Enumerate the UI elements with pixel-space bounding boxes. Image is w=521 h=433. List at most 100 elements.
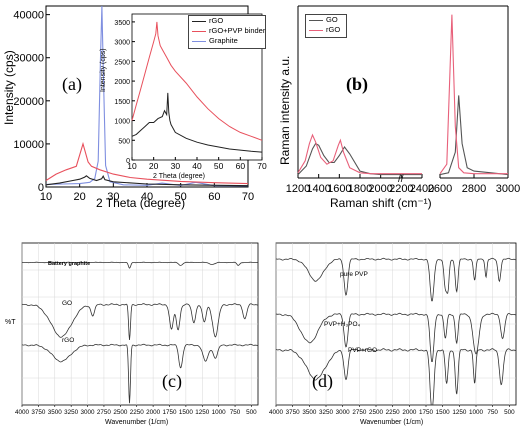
x-tick-label: 2000 xyxy=(402,409,417,416)
x-tick-label: 1000 xyxy=(469,409,484,416)
spectrum-line-battery-graphite xyxy=(21,261,258,269)
inset-y-tick-label: 2000 xyxy=(114,79,130,86)
x-tick-label: 2200 xyxy=(389,183,413,195)
x-tick-label: 30 xyxy=(107,191,119,203)
legend-item: rGO xyxy=(189,16,265,26)
inset-x-tick-label: 70 xyxy=(257,161,267,171)
inset-x-tick-label: 20 xyxy=(149,161,159,171)
x-tick-label: 3250 xyxy=(319,409,334,416)
panel-c-label: (c) xyxy=(162,371,182,391)
panel-b-label: (b) xyxy=(346,74,368,94)
x-tick-label: 3000 xyxy=(336,409,351,416)
x-tick-label: 3250 xyxy=(64,409,79,416)
annotation-pvp-h3po4: PVP+H₃PO₄ xyxy=(324,321,361,328)
x-tick-label: 2400 xyxy=(410,183,434,195)
panel-c-x-axis-title: Wavenumber (1/cm) xyxy=(105,419,169,426)
annotation-pvp-rgo: PVP+rGO xyxy=(348,347,378,354)
annotation-go: GO xyxy=(62,300,73,307)
series-line-rgo xyxy=(439,14,508,175)
x-tick-label: 1600 xyxy=(327,183,351,195)
x-tick-label: 1500 xyxy=(179,409,194,416)
y-tick-label: 20000 xyxy=(13,96,44,108)
legend-label: Graphite xyxy=(209,36,238,45)
x-tick-label: 2250 xyxy=(130,409,145,416)
x-tick-label: 2750 xyxy=(352,409,367,416)
inset-y-tick-label: 3000 xyxy=(114,40,130,47)
x-tick-label: 40 xyxy=(141,191,153,203)
x-tick-label: 2500 xyxy=(113,409,128,416)
x-tick-label: 2500 xyxy=(369,409,384,416)
x-tick-label: 2000 xyxy=(146,409,161,416)
inset-series-line-rgo-pvp-binder xyxy=(131,21,263,141)
legend-swatch xyxy=(192,21,206,22)
x-tick-label: 3000 xyxy=(81,409,96,416)
legend-label: GO xyxy=(326,15,338,24)
series-line-rgo-pvp-binder xyxy=(45,141,249,185)
x-tick-label: 3500 xyxy=(48,409,63,416)
x-tick-label: 20 xyxy=(74,191,86,203)
panel-a-label: (a) xyxy=(62,74,82,94)
inset-y-tick-label: 1500 xyxy=(114,99,130,106)
x-tick-label: 3750 xyxy=(286,409,301,416)
legend-swatch xyxy=(192,41,206,42)
y-tick-label: 40000 xyxy=(13,10,44,22)
x-tick-label: 4000 xyxy=(15,409,30,416)
panel-a-inset-legend: rGO rGO+PVP binder Graphite xyxy=(188,15,266,49)
inset-x-tick-label: 30 xyxy=(171,161,181,171)
panel-c-ftir-chart: 4000 3750 3500 3250 3000 2750 2500 2250 2000 1750… xyxy=(0,237,268,433)
annotation-battery-graphite: Battery graphite xyxy=(48,261,91,267)
x-tick-label: 3750 xyxy=(31,409,46,416)
y-tick-label: 10000 xyxy=(13,139,44,151)
panel-a-y-axis-title: Intensity (cps) xyxy=(2,50,16,125)
inset-x-tick-label: 10 xyxy=(127,161,137,171)
x-tick-label: 2250 xyxy=(386,409,401,416)
legend-item: Graphite xyxy=(189,36,265,46)
annotation-rgo: rGO xyxy=(62,337,75,344)
y-tick-label: 30000 xyxy=(13,53,44,65)
spectrum-line-pvp-h-po- xyxy=(275,312,517,362)
x-tick-label: 4000 xyxy=(269,409,284,416)
legend-item: rGO xyxy=(306,25,346,35)
inset-x-tick-label: 40 xyxy=(192,161,202,171)
spectrum-line-rgo xyxy=(21,343,259,404)
x-tick-label: 500 xyxy=(504,409,515,416)
x-tick-label: 2600 xyxy=(428,183,452,195)
legend-item: rGO+PVP binder xyxy=(189,26,265,36)
x-tick-label: 2800 xyxy=(462,183,486,195)
panel-b-raman-chart: 1200 1400 1600 1800 2000 2200 2400 2600 2800 3000… xyxy=(260,0,521,215)
series-line-go xyxy=(439,95,509,176)
spectrum-line-pure-pvp xyxy=(275,257,517,302)
legend-swatch xyxy=(309,30,323,31)
x-tick-label: 1750 xyxy=(419,409,434,416)
series-line-rgo xyxy=(297,133,422,175)
panel-a-xrd-chart: 10 20 30 40 50 60 70 0 10000 20000 30000 40000 10 20 3… xyxy=(0,0,267,215)
series-line-rgo xyxy=(45,175,249,187)
inset-y-tick-label: 3500 xyxy=(114,20,130,27)
x-tick-label: 3500 xyxy=(302,409,317,416)
ftir-c-plot-svg: 4000 3750 3500 3250 3000 2750 2500 2250 2000 1750… xyxy=(15,242,259,416)
axis-break-mark: // xyxy=(398,174,404,185)
legend-label: rGO xyxy=(326,25,341,34)
spectrum-line-go xyxy=(21,303,259,341)
y-tick-label: 0 xyxy=(38,182,44,194)
panel-a-x-axis-title: 2 Theta (degree) xyxy=(96,196,186,210)
inset-y-tick-label: 2500 xyxy=(114,59,130,66)
x-tick-label: 750 xyxy=(487,409,498,416)
x-tick-label: 1200 xyxy=(286,183,310,195)
panel-b-legend: GO rGO xyxy=(305,14,347,38)
x-tick-label: 3000 xyxy=(496,183,520,195)
x-tick-label: 1750 xyxy=(162,409,177,416)
x-tick-label: 1250 xyxy=(195,409,210,416)
panel-d-x-axis-title: Wavenumber (1/cm) xyxy=(360,419,424,426)
inset-y-tick-label: 0 xyxy=(126,158,130,165)
x-tick-label: 1500 xyxy=(436,409,451,416)
legend-label: rGO+PVP binder xyxy=(209,26,266,35)
x-tick-label: 70 xyxy=(242,191,254,203)
panel-a-inset-y-axis-title: Intensity (cps) xyxy=(100,48,107,92)
x-tick-label: 1000 xyxy=(212,409,227,416)
legend-item: GO xyxy=(306,15,346,25)
annotation-pure-pvp: pure PVP xyxy=(340,271,368,278)
ftir-d-plot-svg: 4000 3750 3500 3250 3000 2750 2500 2250 2000 1750… xyxy=(269,242,517,416)
panel-d-ftir-chart: 4000 3750 3500 3250 3000 2750 2500 2250 2000 1750… xyxy=(268,237,521,433)
